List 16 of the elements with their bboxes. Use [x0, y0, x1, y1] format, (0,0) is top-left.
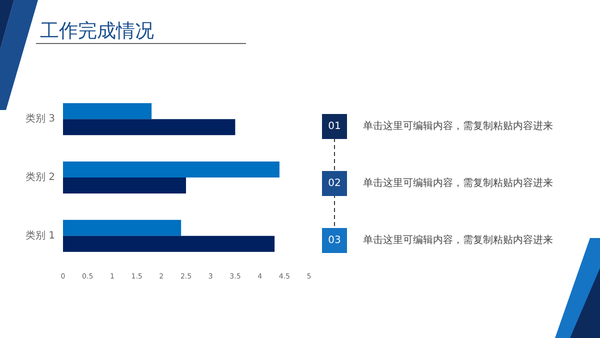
bar — [63, 162, 280, 178]
bar — [63, 103, 152, 120]
text: 01 — [322, 114, 347, 139]
text: 02 — [322, 171, 347, 196]
y-tick-label: 类别 2 — [25, 171, 55, 183]
bar — [63, 178, 186, 194]
text: 单击这里可编辑内容，需复制粘贴内容进来 — [363, 120, 553, 134]
chart-title: 工作完成情况 — [40, 19, 154, 44]
text: 03 — [322, 228, 347, 253]
bar — [63, 220, 182, 236]
text: 单击这里可编辑内容，需复制粘贴内容进来 — [363, 176, 553, 191]
text: 单击这里可编辑内容，需复制粘贴内容进来 — [363, 234, 553, 248]
y-tick-label: 类别 3 — [25, 112, 55, 125]
bar — [63, 236, 275, 252]
y-tick-label: 类别 1 — [25, 229, 55, 242]
bar — [63, 119, 236, 136]
